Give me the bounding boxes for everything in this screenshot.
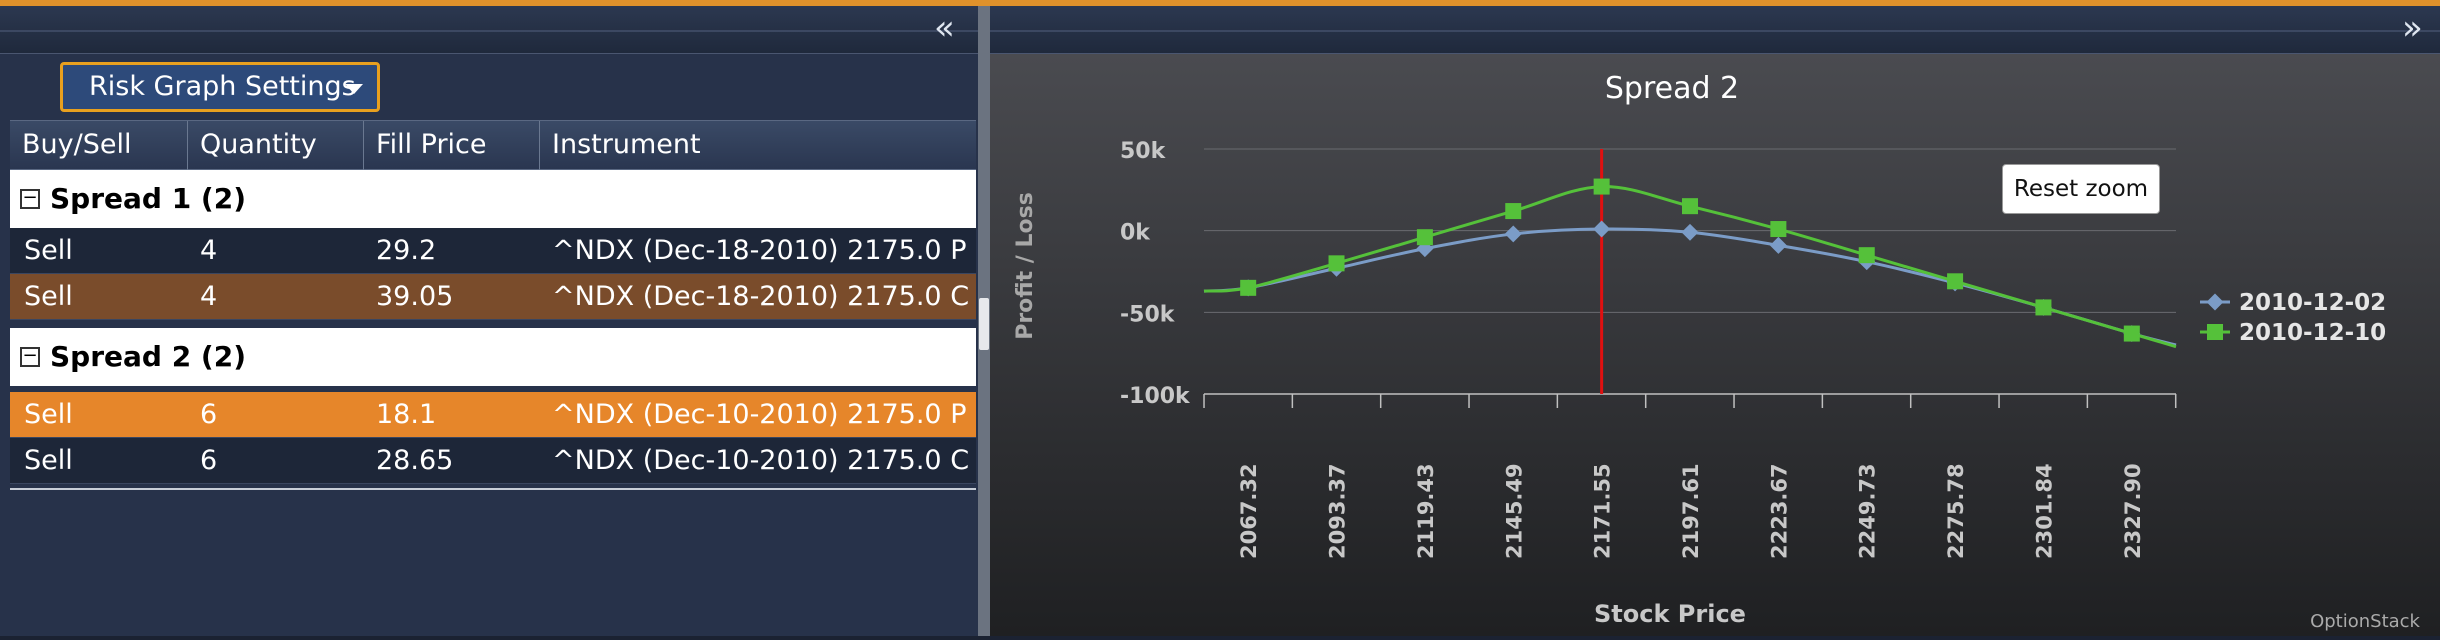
- column-buy-sell[interactable]: Buy/Sell: [10, 121, 188, 171]
- legend-marker: [2207, 324, 2223, 340]
- x-tick-label: 2327.90: [2121, 463, 2145, 559]
- cell-side: Sell: [24, 281, 73, 312]
- x-tick-label: 2223.67: [1767, 463, 1791, 559]
- positions-panel-header: «: [0, 6, 978, 54]
- table-row[interactable]: Sell 6 18.1 ^NDX (Dec-10-2010) 2175.0 P: [10, 392, 976, 438]
- data-point[interactable]: [1682, 198, 1698, 215]
- data-point[interactable]: [1504, 225, 1522, 243]
- positions-panel: « Risk Graph Settings Buy/Sell Quantity …: [0, 6, 978, 636]
- cell-instrument: ^NDX (Dec-18-2010) 2175.0 P: [552, 235, 967, 266]
- cell-instrument: ^NDX (Dec-10-2010) 2175.0 C: [552, 445, 970, 476]
- y-tick-label: -100k: [1120, 384, 1191, 409]
- cell-instrument: ^NDX (Dec-18-2010) 2175.0 C: [552, 281, 970, 312]
- data-point[interactable]: [1947, 273, 1964, 290]
- expand-right-icon[interactable]: »: [2402, 8, 2423, 48]
- collapse-group-icon[interactable]: −: [20, 347, 40, 367]
- risk-graph-settings-label: Risk Graph Settings: [89, 71, 356, 102]
- x-tick-label: 2093.37: [1326, 463, 1350, 559]
- reset-zoom-button[interactable]: Reset zoom: [2002, 164, 2160, 214]
- data-point[interactable]: [1505, 203, 1522, 220]
- risk-graph-settings-button[interactable]: Risk Graph Settings: [60, 62, 380, 112]
- table-row[interactable]: Sell 4 29.2 ^NDX (Dec-18-2010) 2175.0 P: [10, 228, 976, 274]
- column-quantity[interactable]: Quantity: [188, 121, 364, 171]
- caret-down-icon: [345, 84, 363, 94]
- risk-graph-panel-header: »: [990, 6, 2440, 54]
- positions-table-header: Buy/Sell Quantity Fill Price Instrument: [10, 120, 976, 171]
- legend-marker: [2206, 293, 2224, 311]
- x-tick-label: 2301.84: [2032, 463, 2056, 559]
- group-label: Spread 1 (2): [50, 182, 246, 215]
- top-accent-strip: [0, 0, 2440, 6]
- chart-title: Spread 2: [1605, 71, 1739, 106]
- cell-fill-price: 39.05: [376, 281, 454, 312]
- watermark: OptionStack: [2310, 611, 2420, 632]
- data-point[interactable]: [1858, 247, 1875, 264]
- data-point[interactable]: [2035, 299, 2052, 316]
- data-point[interactable]: [1416, 229, 1433, 246]
- x-tick-label: 2067.32: [1237, 463, 1261, 559]
- y-tick-label: -50k: [1120, 302, 1176, 327]
- data-point[interactable]: [1769, 236, 1787, 254]
- series-line-2010-12-02[interactable]: [1203, 227, 2177, 347]
- cell-fill-price: 28.65: [376, 445, 454, 476]
- group-row-spread-2[interactable]: − Spread 2 (2): [10, 328, 976, 386]
- cell-side: Sell: [24, 399, 73, 430]
- data-point[interactable]: [1328, 255, 1345, 272]
- x-axis-title: Stock Price: [1594, 600, 1746, 628]
- chart-area[interactable]: Spread 2 50k 0k -50k -100k 2067.32 2093.37 2119…: [990, 54, 2440, 636]
- cell-quantity: 4: [200, 281, 218, 312]
- legend-item-2010-12-10[interactable]: 2010-12-10: [2239, 320, 2386, 346]
- cell-side: Sell: [24, 235, 73, 266]
- splitter-grip-icon[interactable]: [979, 298, 989, 350]
- data-point[interactable]: [2123, 325, 2140, 342]
- x-tick-label: 2145.49: [1502, 463, 1526, 559]
- x-tick-label: 2275.78: [1944, 463, 1968, 559]
- cell-quantity: 6: [200, 445, 218, 476]
- table-row[interactable]: Sell 6 28.65 ^NDX (Dec-10-2010) 2175.0 C: [10, 438, 976, 484]
- data-point[interactable]: [1593, 220, 1611, 238]
- risk-graph-chart[interactable]: Spread 2 50k 0k -50k -100k 2067.32 2093.37 2119…: [990, 54, 2440, 636]
- data-point[interactable]: [1770, 221, 1787, 238]
- group-row-spread-1[interactable]: − Spread 1 (2): [10, 170, 976, 228]
- collapse-group-icon[interactable]: −: [20, 189, 40, 209]
- cell-fill-price: 29.2: [376, 235, 437, 266]
- data-point[interactable]: [1593, 178, 1610, 195]
- group-label: Spread 2 (2): [50, 340, 246, 373]
- cell-quantity: 6: [200, 399, 218, 430]
- cell-instrument: ^NDX (Dec-10-2010) 2175.0 P: [552, 399, 967, 430]
- x-tick-label: 2171.55: [1591, 463, 1615, 559]
- x-tick-label: 2249.73: [1856, 463, 1880, 559]
- cell-side: Sell: [24, 445, 73, 476]
- x-tick-label: 2197.61: [1679, 463, 1703, 559]
- y-axis-title: Profit / Loss: [1013, 192, 1038, 340]
- x-tick-label: 2119.43: [1414, 463, 1438, 559]
- cell-quantity: 4: [200, 235, 218, 266]
- table-bottom-border: [10, 488, 976, 490]
- column-fill-price[interactable]: Fill Price: [364, 121, 540, 171]
- y-tick-label: 0k: [1120, 221, 1151, 246]
- data-point[interactable]: [1681, 223, 1699, 241]
- risk-graph-panel: » Spread 2 50k 0k -50k -100k 2067.32 2093.37 21…: [990, 6, 2440, 636]
- y-tick-label: 50k: [1120, 139, 1167, 164]
- collapse-left-icon[interactable]: «: [934, 8, 955, 48]
- cell-fill-price: 18.1: [376, 399, 437, 430]
- data-point[interactable]: [1240, 279, 1257, 296]
- legend-item-2010-12-02[interactable]: 2010-12-02: [2239, 290, 2386, 316]
- table-row[interactable]: Sell 4 39.05 ^NDX (Dec-18-2010) 2175.0 C: [10, 274, 976, 320]
- column-instrument[interactable]: Instrument: [552, 129, 701, 160]
